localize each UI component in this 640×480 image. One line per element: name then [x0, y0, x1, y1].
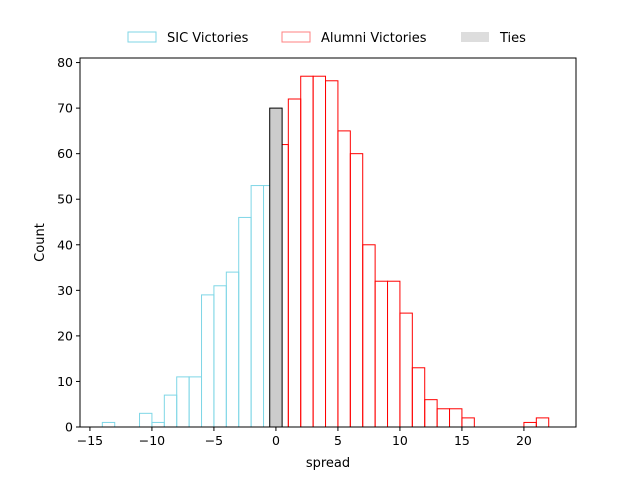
bar-alumni-victories-5	[337, 130, 351, 428]
bar-alumni-victories-15	[461, 417, 475, 428]
y-axis-label: Count	[33, 223, 48, 262]
bar-alumni-victories-16	[523, 421, 537, 428]
x-tick-label: −15	[77, 433, 103, 448]
y-tick-label: 10	[57, 374, 73, 389]
legend-label-sic: SIC Victories	[167, 31, 249, 46]
x-tick-label: −5	[205, 433, 223, 448]
bar-sic-victories-8	[213, 285, 227, 428]
bar-sic-victories-4	[163, 394, 178, 428]
bar-sic-victories-11	[250, 185, 265, 428]
legend-label-alumni: Alumni Victories	[321, 31, 427, 46]
bar-alumni-victories-10	[399, 312, 413, 428]
y-tick-label: 40	[57, 237, 73, 252]
bar-alumni-victories-4	[325, 80, 339, 428]
y-tick-label: 30	[57, 283, 73, 298]
x-tick-label: 0	[272, 433, 280, 448]
bar-alumni-victories-7	[362, 244, 376, 428]
bar-alumni-victories-8	[374, 280, 389, 428]
plot-frame	[79, 57, 577, 428]
x-tick-label: 10	[392, 433, 408, 448]
bar-sic-victories-2	[139, 412, 153, 428]
legend: SIC Victories Alumni Victories Ties	[127, 31, 526, 46]
bar-alumni-victories-13	[436, 408, 451, 428]
x-tick-label: 20	[516, 433, 532, 448]
y-tick-label: 20	[57, 328, 73, 343]
legend-swatch-alumni	[281, 31, 311, 43]
x-tick-label: 5	[334, 433, 342, 448]
bar-sic-victories-9	[225, 271, 240, 428]
bar-alumni-victories-3	[312, 75, 327, 428]
bar-sic-victories-0	[101, 421, 116, 428]
bar-sic-victories-6	[188, 376, 203, 428]
bar-alumni-victories-14	[449, 408, 463, 428]
x-tick-label: −10	[139, 433, 165, 448]
bar-alumni-victories-6	[349, 153, 364, 428]
bar-sic-victories-5	[176, 376, 190, 428]
bar-alumni-victories-9	[387, 280, 401, 428]
bar-sic-victories-10	[238, 216, 252, 428]
bar-sic-victories-3	[151, 421, 165, 428]
legend-swatch-sic	[127, 31, 157, 43]
x-axis-label: spread	[306, 456, 350, 471]
bar-alumni-victories-11	[411, 367, 426, 428]
x-axis-ticks: −15 −10 −5 0 5 10 15 20	[77, 427, 532, 448]
x-tick-label: 15	[454, 433, 470, 448]
y-tick-label: 70	[57, 101, 73, 116]
bar-alumni-victories-12	[424, 399, 438, 428]
bars-layer	[101, 75, 550, 428]
bar-alumni-victories-1	[287, 98, 302, 428]
y-tick-label: 50	[57, 192, 73, 207]
bar-sic-victories-7	[201, 294, 215, 428]
y-tick-label: 80	[57, 55, 73, 70]
bar-ties-0	[269, 107, 283, 428]
legend-label-ties: Ties	[499, 31, 526, 46]
legend-swatch-ties	[461, 32, 489, 42]
bar-alumni-victories-17	[535, 417, 550, 428]
y-tick-label: 60	[57, 146, 73, 161]
bar-alumni-victories-2	[300, 75, 314, 428]
y-axis-ticks: 0 10 20 30 40 50 60 70 80	[57, 55, 80, 435]
y-tick-label: 0	[65, 420, 73, 435]
